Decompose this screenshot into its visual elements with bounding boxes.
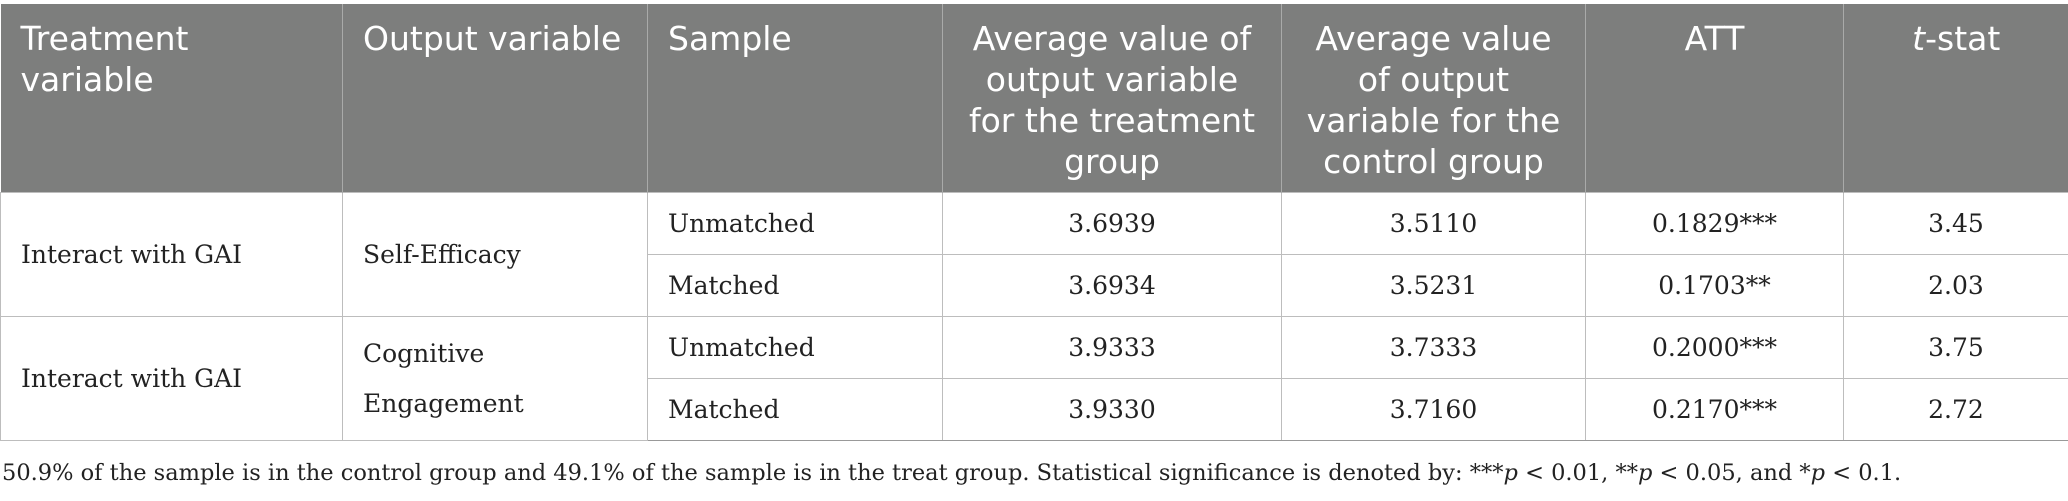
sample-cell: Unmatched xyxy=(647,192,943,255)
header-treatment-average: Average value of output variable for the… xyxy=(942,4,1282,193)
att-cell: 0.1703** xyxy=(1585,254,1844,317)
table-footnote: 50.9% of the sample is in the control gr… xyxy=(2,460,1901,486)
treatment-cell: Interact with GAI xyxy=(0,316,343,441)
footnote-p-1: p xyxy=(1503,460,1518,486)
header-t-italic: t xyxy=(1912,19,1926,58)
t-stat-cell: 2.03 xyxy=(1843,254,2068,317)
sample-cell: Matched xyxy=(647,254,943,317)
header-t-stat-suffix: -stat xyxy=(1925,19,2001,58)
control-average-cell: 3.7333 xyxy=(1281,316,1586,379)
header-row: Treatment variable Output variable Sampl… xyxy=(0,4,2068,193)
table-row: Interact with GAI Cognitive Engagement U… xyxy=(0,316,2068,441)
treatment-average-cell: 3.6939 xyxy=(942,192,1282,255)
header-output-variable: Output variable xyxy=(342,4,648,193)
header-att: ATT xyxy=(1585,4,1844,193)
control-average-cell: 3.7160 xyxy=(1281,378,1586,441)
footnote-text-3: < 0.05, and * xyxy=(1652,460,1811,486)
t-stat-cell: 3.75 xyxy=(1843,316,2068,379)
sample-cell: Matched xyxy=(647,378,943,441)
att-cell: 0.1829*** xyxy=(1585,192,1844,255)
table-row: Interact with GAI Self-Efficacy Unmatche… xyxy=(0,192,2068,317)
att-cell: 0.2000*** xyxy=(1585,316,1844,379)
results-table: Treatment variable Output variable Sampl… xyxy=(0,4,2068,441)
header-control-average: Average value of output variable for the… xyxy=(1281,4,1586,193)
control-average-cell: 3.5110 xyxy=(1281,192,1586,255)
footnote-text-2: < 0.01, ** xyxy=(1517,460,1638,486)
att-cell: 0.2170*** xyxy=(1585,378,1844,441)
treatment-average-cell: 3.9333 xyxy=(942,316,1282,379)
control-average-cell: 3.5231 xyxy=(1281,254,1586,317)
header-treatment-variable: Treatment variable xyxy=(0,4,343,193)
header-sample: Sample xyxy=(647,4,943,193)
output-cell: Cognitive Engagement xyxy=(342,316,648,441)
treatment-cell: Interact with GAI xyxy=(0,192,343,317)
output-cell: Self-Efficacy xyxy=(342,192,648,317)
t-stat-cell: 2.72 xyxy=(1843,378,2068,441)
footnote-p-3: p xyxy=(1810,460,1826,486)
footnote-text-4: < 0.1. xyxy=(1825,460,1902,486)
t-stat-cell: 3.45 xyxy=(1843,192,2068,255)
treatment-average-cell: 3.6934 xyxy=(942,254,1282,317)
header-t-stat: t-stat xyxy=(1843,4,2068,193)
table-row: Matched 3.9330 3.7160 0.2170*** 2.72 xyxy=(1,378,2068,441)
treatment-average-cell: 3.9330 xyxy=(942,378,1282,441)
sample-cell: Unmatched xyxy=(647,316,943,379)
footnote-p-2: p xyxy=(1637,460,1653,486)
footnote-text-1: 50.9% of the sample is in the control gr… xyxy=(2,460,1504,486)
